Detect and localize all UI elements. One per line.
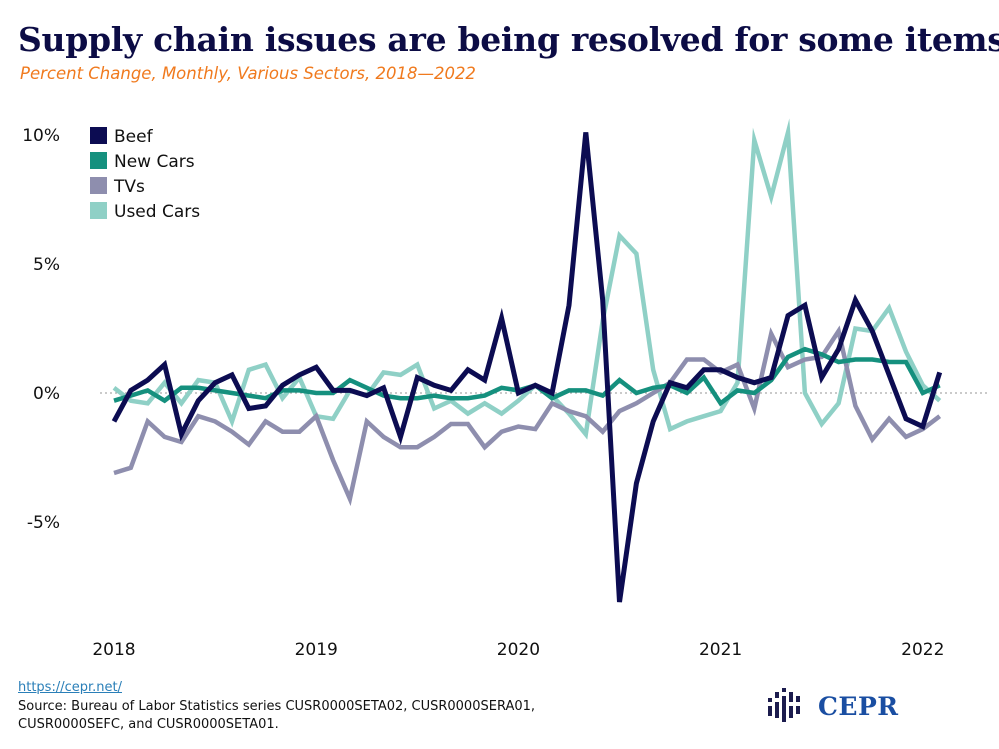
y-axis: 10% 5% 0% -5% — [22, 126, 60, 533]
x-axis: 2018 2019 2020 2021 2022 — [92, 640, 944, 660]
series-line-beef — [111, 132, 943, 603]
cepr-link[interactable]: https://cepr.net/ — [18, 680, 122, 695]
legend-swatch — [90, 127, 107, 144]
legend-label: TVs — [113, 177, 145, 197]
x-tick-label: 2020 — [497, 640, 540, 660]
source-note: Source: Bureau of Labor Statistics serie… — [18, 699, 536, 732]
legend-label: Beef — [114, 127, 154, 147]
chart-subtitle: Percent Change, Monthly, Various Sectors… — [20, 64, 476, 83]
line-chart: 10% 5% 0% -5% 2018 2019 2020 2021 2022 Beef New … — [22, 118, 988, 660]
cepr-logo: CEPR — [766, 684, 899, 728]
chart-title: Supply chain issues are being resolved f… — [18, 20, 999, 59]
x-tick-label: 2021 — [699, 640, 742, 660]
legend-swatch — [90, 152, 107, 169]
legend-label: New Cars — [114, 152, 195, 172]
legend: Beef New Cars TVs Used Cars — [90, 127, 200, 222]
y-tick-label: 5% — [33, 255, 60, 275]
x-tick-label: 2019 — [295, 640, 338, 660]
series-line-tvs — [113, 325, 942, 507]
y-tick-label: -5% — [27, 513, 60, 533]
cepr-logo-mark-icon — [768, 688, 800, 722]
legend-label: Used Cars — [114, 202, 200, 222]
cepr-logo-text: CEPR — [818, 691, 899, 721]
legend-swatch — [90, 202, 107, 219]
series-lines — [111, 118, 943, 603]
legend-swatch — [90, 177, 107, 194]
y-tick-label: 0% — [33, 384, 60, 404]
x-tick-label: 2018 — [92, 640, 135, 660]
y-tick-label: 10% — [22, 126, 60, 146]
x-tick-label: 2022 — [901, 640, 944, 660]
